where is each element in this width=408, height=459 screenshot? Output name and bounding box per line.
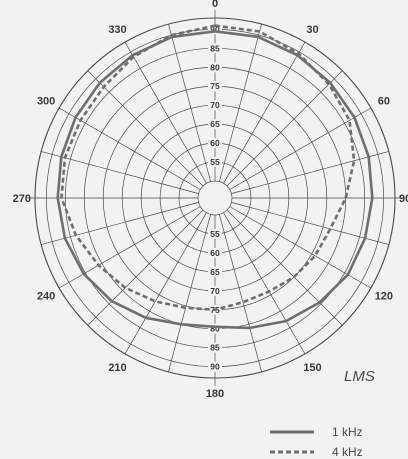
radial-label: 60 [210,248,220,258]
legend: 1 kHz 4 kHz [270,425,363,459]
angle-label: 330 [108,24,126,36]
radial-label: 55 [210,157,220,167]
grid-spoke [223,212,306,355]
angle-label: 0 [212,0,218,10]
radial-label-bg [208,228,222,239]
angle-label: 150 [303,362,321,374]
grid-spoke [219,214,262,372]
grid-spoke [87,209,204,326]
radial-label: 55 [210,229,220,239]
grid-spoke [168,24,211,182]
angle-label: 240 [37,291,55,303]
grid-spoke [226,70,343,187]
angle-label: 90 [399,193,408,205]
grid-spoke [229,206,372,289]
radial-label: 80 [210,324,220,334]
grid-spoke [168,214,211,372]
radial-label-bg [208,24,222,35]
grid-spoke [231,151,389,194]
grid-spoke [229,107,372,190]
angle-labels: 0 30 60 90 120 150 180 210 240 270 300 330 [13,0,408,400]
grid-spoke [219,24,262,182]
angle-label: 30 [306,24,318,36]
series-line-1-khz [56,30,374,330]
radial-label: 65 [210,267,220,277]
series-line-4-khz [60,24,356,312]
radial-label: 70 [210,100,220,110]
grid-spoke [58,206,201,289]
radial-label: 60 [210,138,220,148]
radial-label: 70 [210,286,220,296]
grid-spoke [124,41,207,184]
legend-label-1khz: 1 kHz [332,425,363,439]
radial-label-bg [208,247,222,258]
radial-label: 85 [210,43,220,53]
radial-label: 90 [210,24,220,34]
radial-label: 75 [210,81,220,91]
series-layer [56,24,374,330]
radial-label-bg [208,342,222,353]
radial-label: 65 [210,119,220,129]
lms-logo: LMS [344,368,375,385]
radial-label-bg [208,119,222,130]
grid-spoke [87,70,204,187]
angle-label: 300 [37,96,55,108]
radial-label-bg [208,323,222,334]
radial-label-bg [208,285,222,296]
grid-ring [197,180,233,216]
grid-spoke [223,41,306,184]
grid-spoke [41,202,199,245]
legend-label-4khz: 4 kHz [332,445,363,459]
radial-label-bg [208,81,222,92]
radial-label: 90 [210,362,220,372]
grid-spoke [58,107,201,190]
grid-spoke [41,151,199,194]
radial-label: 85 [210,343,220,353]
radial-label-bg [208,138,222,149]
radial-label-bg [208,361,222,372]
radial-label-bg [208,157,222,168]
grid-spoke [124,212,207,355]
radial-label-bg [208,43,222,54]
radial-label-bg [208,100,222,111]
radial-label: 80 [210,62,220,72]
angle-label: 60 [378,96,390,108]
grid-spoke [231,202,389,245]
radial-label-bg [208,266,222,277]
angle-label: 210 [108,362,126,374]
grid-spoke [226,209,343,326]
angle-label: 270 [13,193,31,205]
angle-label: 180 [206,388,224,400]
angle-label: 120 [375,291,393,303]
radial-label-bg [208,62,222,73]
